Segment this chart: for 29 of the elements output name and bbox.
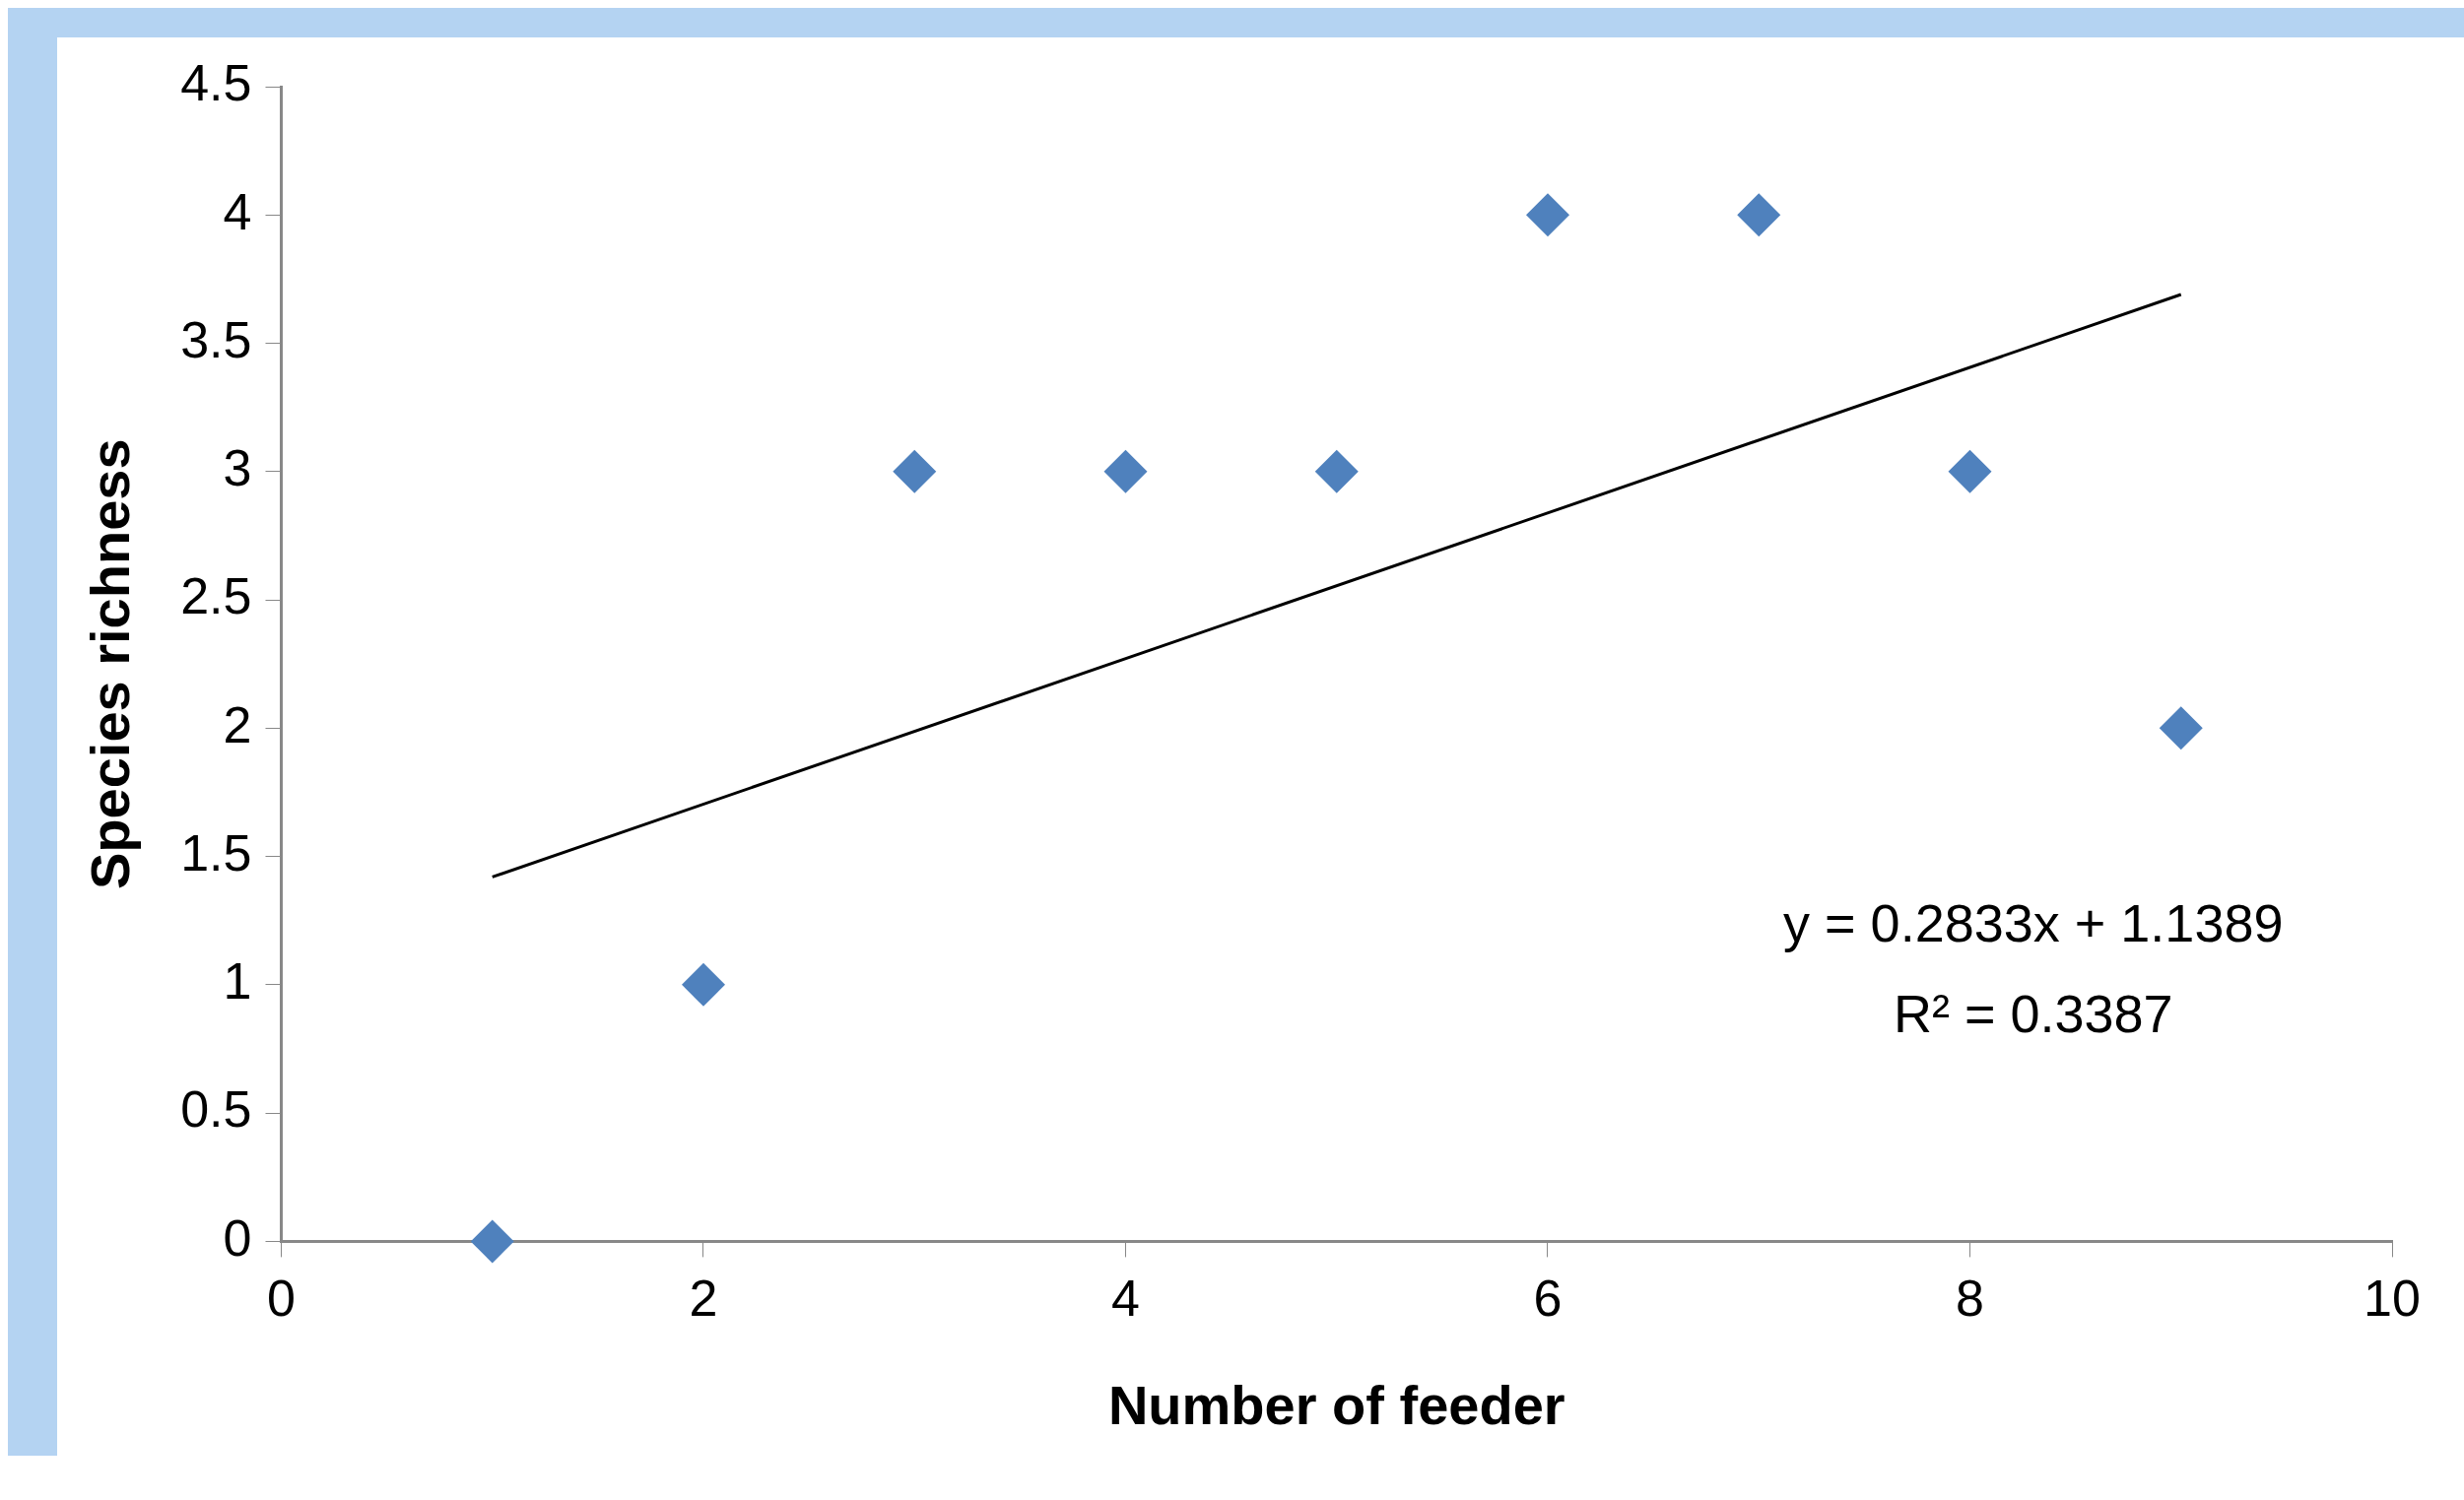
point [1103,449,1148,493]
annotation: R² = 0.3387 [1893,983,2173,1043]
y-tick-label: 2.5 [180,567,252,625]
y-tick-label: 3.5 [180,310,252,368]
point [681,962,725,1007]
y-tick-label: 1 [223,952,252,1011]
x-tick-label: 8 [1956,1269,1984,1327]
point [1526,193,1569,237]
y-tick-label: 4.5 [180,54,252,112]
x-axis-title: Number of feeder [1107,1373,1565,1436]
y-tick-label: 1.5 [180,823,252,881]
annotation: y = 0.2833x + 1.1389 [1783,892,2284,952]
point [1948,449,1992,493]
y-tick-label: 0.5 [180,1080,252,1139]
x-tick-label: 6 [1533,1269,1563,1327]
y-tick-label: 2 [223,695,252,753]
y-tick-label: 4 [223,182,252,240]
y-tick-label: 3 [223,439,252,497]
x-tick-label: 10 [2364,1269,2421,1327]
point [1314,449,1359,493]
x-tick-label: 2 [689,1269,718,1327]
y-axis-title: Species richness [79,438,142,889]
y-tick-label: 0 [223,1208,252,1267]
point [893,449,937,493]
point [1737,193,1781,237]
x-tick-label: 4 [1111,1269,1140,1327]
point [2159,706,2203,750]
x-tick-label: 0 [267,1269,296,1327]
point [470,1219,514,1264]
